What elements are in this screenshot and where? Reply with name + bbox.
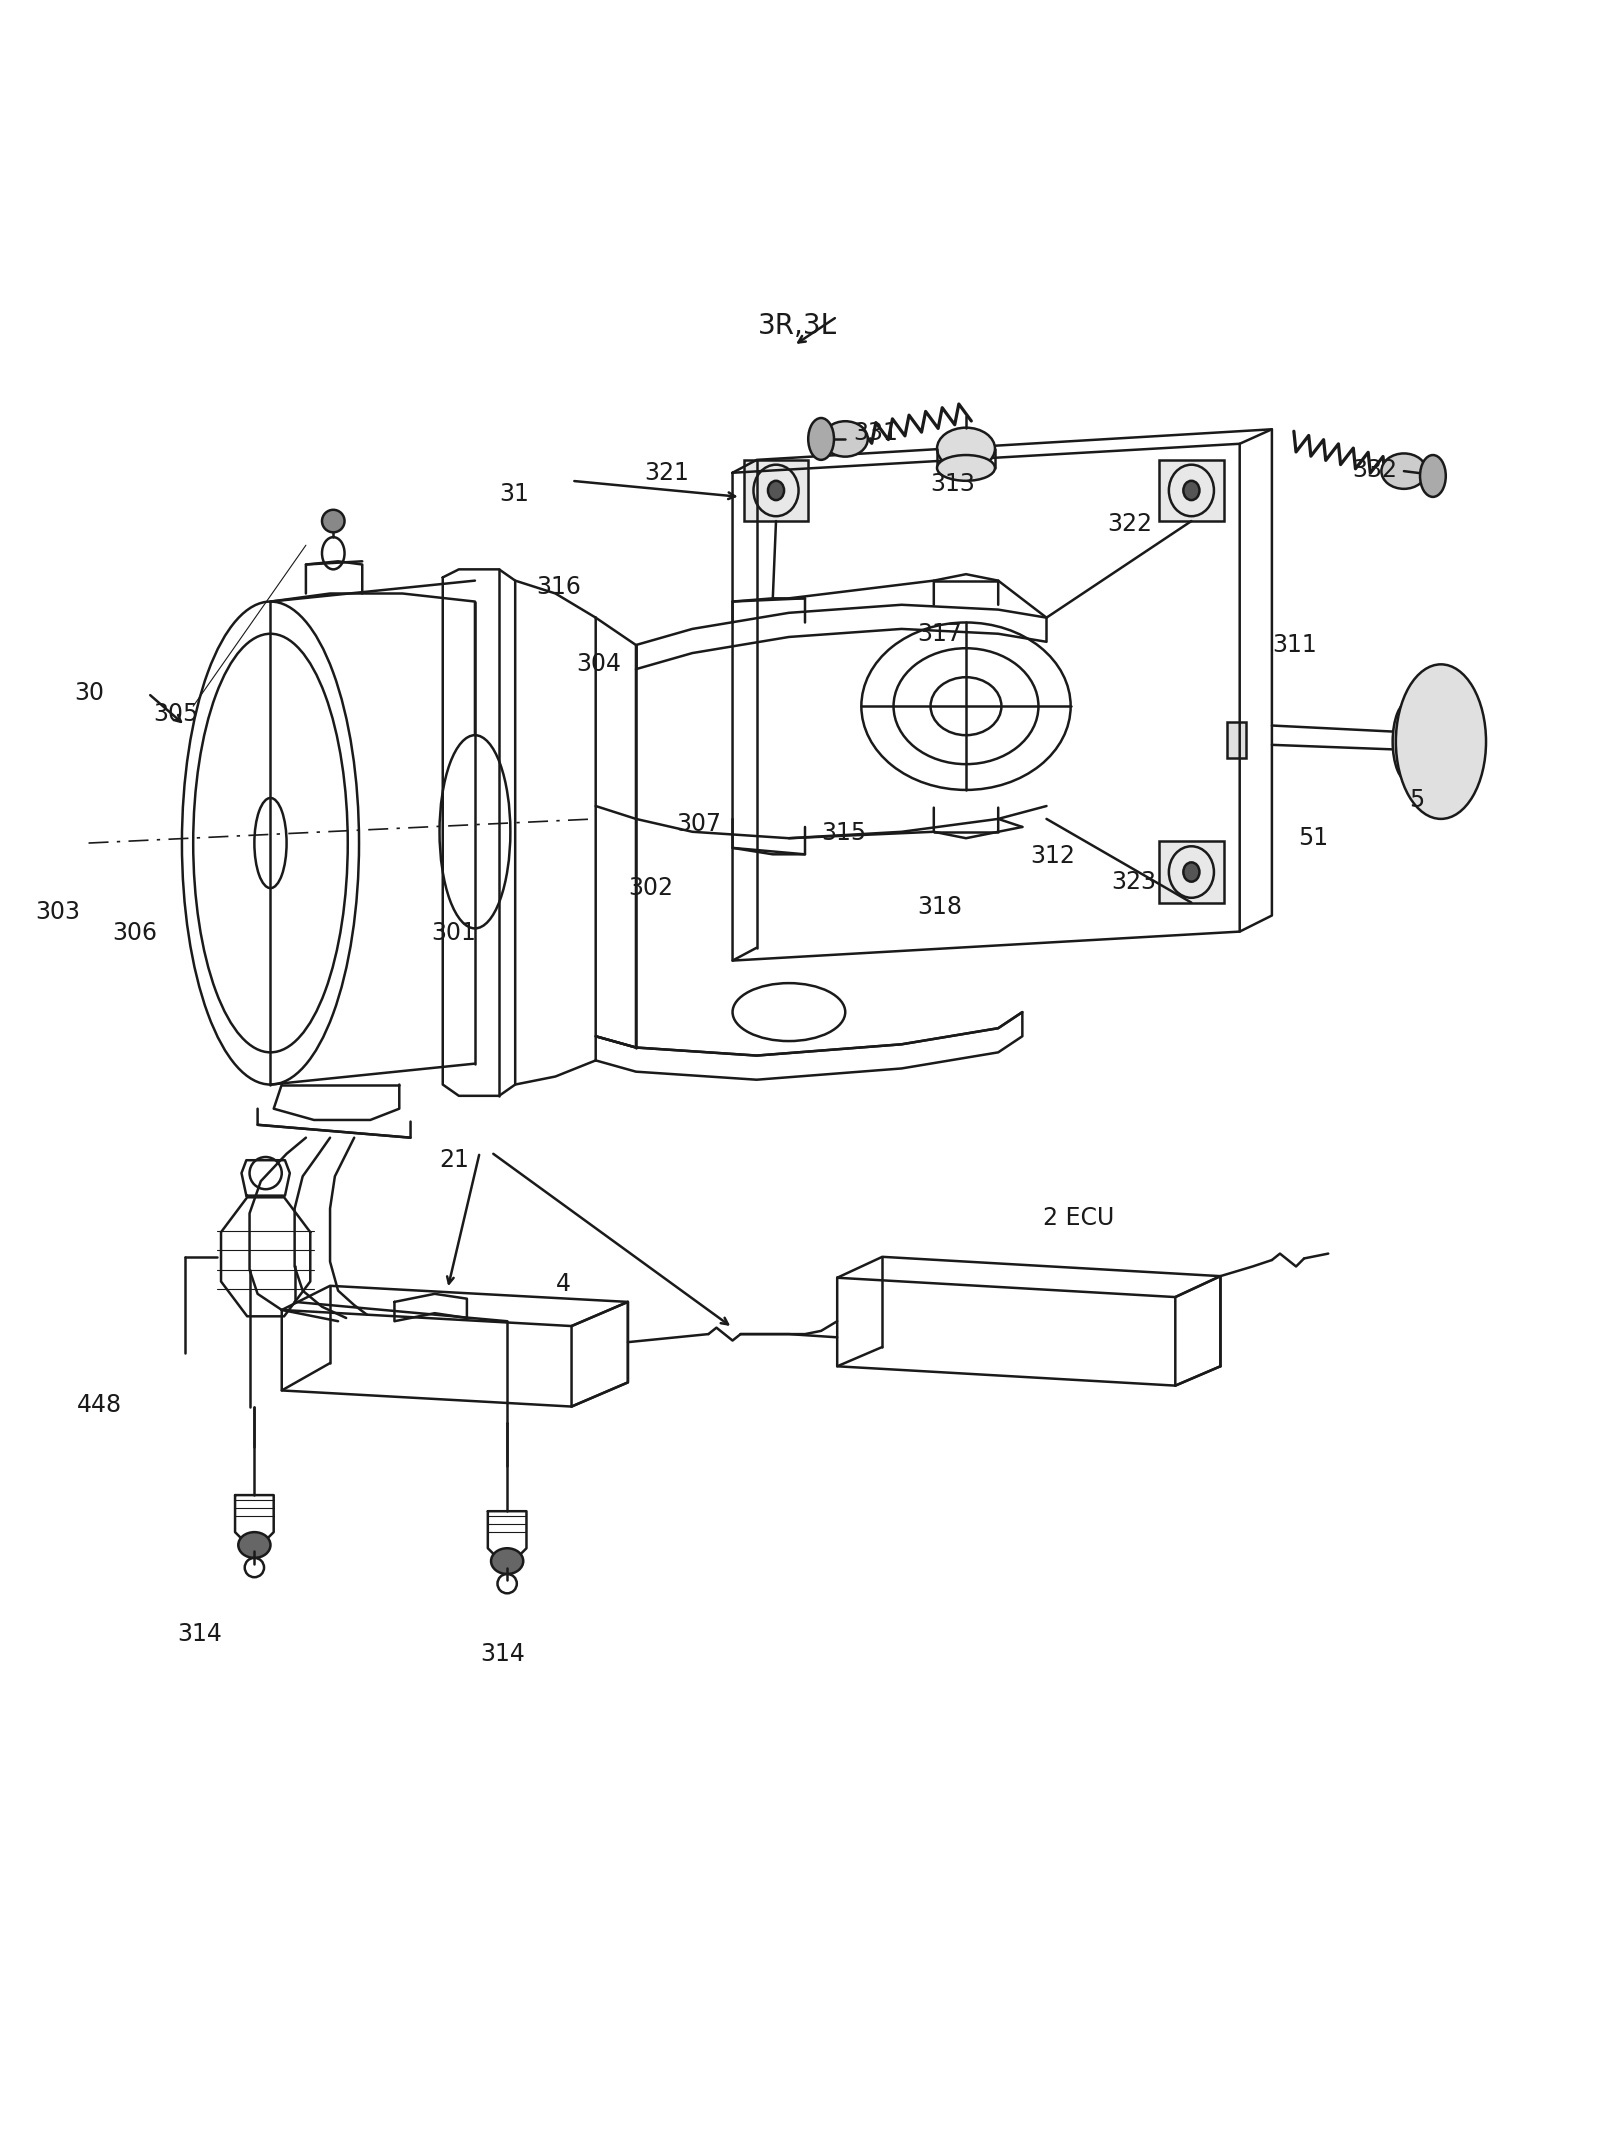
Text: 302: 302 [628,876,673,900]
Text: 315: 315 [821,822,866,846]
Ellipse shape [937,428,995,469]
Text: 331: 331 [853,420,898,444]
Text: 2 ECU: 2 ECU [1043,1206,1114,1229]
Ellipse shape [238,1533,270,1559]
Text: 316: 316 [536,575,581,599]
Ellipse shape [1393,702,1425,782]
Text: 303: 303 [35,900,80,924]
Text: 313: 313 [931,472,976,495]
Text: 323: 323 [1111,870,1156,893]
Bar [1159,461,1224,521]
Text: 311: 311 [1272,633,1317,657]
Text: 31: 31 [499,482,530,506]
Text: 3R,3L: 3R,3L [757,312,837,340]
Text: 5: 5 [1409,788,1423,812]
Ellipse shape [1183,863,1199,883]
Ellipse shape [823,422,868,456]
Text: 21: 21 [440,1148,470,1171]
Bar [744,461,808,521]
Text: 448: 448 [77,1393,122,1417]
Ellipse shape [1396,665,1486,818]
Ellipse shape [1183,480,1199,499]
Text: 314: 314 [480,1643,525,1666]
Text: 30: 30 [74,680,105,706]
Ellipse shape [937,454,995,480]
Text: 307: 307 [676,812,721,835]
Ellipse shape [491,1548,523,1574]
Text: 301: 301 [431,921,477,945]
Ellipse shape [1420,454,1446,497]
Text: 318: 318 [918,896,963,919]
Text: 305: 305 [153,702,198,726]
Text: 4: 4 [555,1272,570,1296]
Text: 321: 321 [644,461,689,484]
Text: 306: 306 [113,921,158,945]
Text: 322: 322 [1108,512,1153,536]
Text: 332: 332 [1352,459,1397,482]
Text: 314: 314 [177,1621,222,1645]
Ellipse shape [768,480,784,499]
Ellipse shape [322,510,345,532]
Bar [1227,721,1246,758]
Text: 51: 51 [1298,827,1328,850]
Text: 304: 304 [576,652,621,676]
Ellipse shape [1381,454,1426,489]
Bar [1159,842,1224,902]
Text: 317: 317 [918,622,963,646]
Text: 312: 312 [1030,844,1075,868]
Ellipse shape [808,418,834,461]
